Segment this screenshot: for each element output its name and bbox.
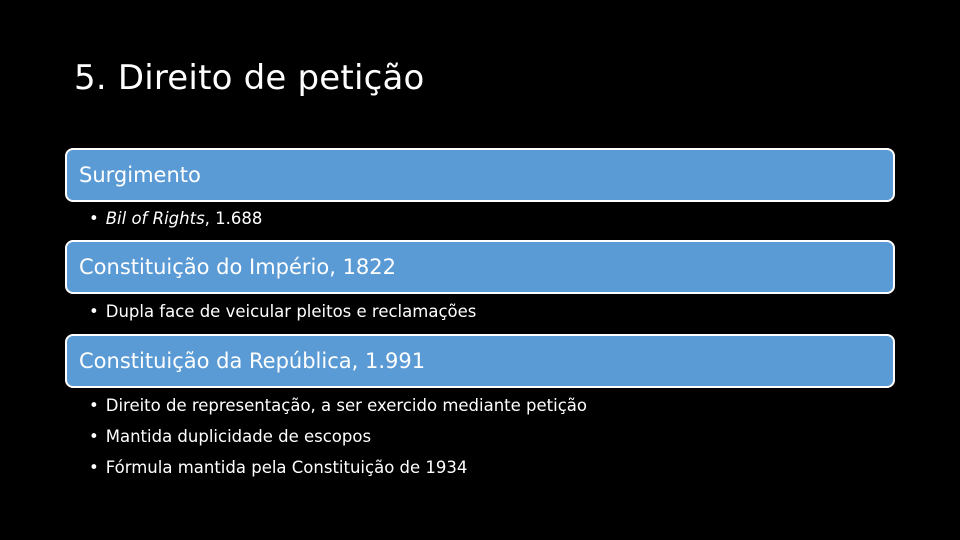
slide-title: 5. Direito de petição <box>74 58 425 98</box>
bullet-list: • Dupla face de veicular pleitos e reclam… <box>65 296 895 327</box>
bullet-marker: • <box>89 458 99 477</box>
bullet-marker: • <box>89 427 99 446</box>
section-surgimento: Surgimento • Bil of Rights, 1.688 <box>65 148 895 234</box>
bullet-item: • Bil of Rights, 1.688 <box>89 203 895 234</box>
bullet-list: • Direito de representação, a ser exercid… <box>65 390 895 483</box>
section-header: Constituição do Império, 1822 <box>65 240 895 294</box>
bullet-item: • Direito de representação, a ser exercid… <box>89 390 895 421</box>
bullet-text: Dupla face de veicular pleitos e reclama… <box>105 302 477 321</box>
bullet-text: Mantida duplicidade de escopos <box>105 427 372 446</box>
bullet-text: , 1.688 <box>204 209 263 228</box>
bullet-list: • Bil of Rights, 1.688 <box>65 203 895 234</box>
bullet-item: • Dupla face de veicular pleitos e reclam… <box>89 296 895 327</box>
bullet-marker: • <box>89 302 99 321</box>
bullet-text: Direito de representação, a ser exercido… <box>105 396 587 415</box>
bullet-italic-text: Bil of Rights <box>105 209 205 228</box>
section-constituicao-imperio: Constituição do Império, 1822 • Dupla fac… <box>65 240 895 327</box>
section-constituicao-republica: Constituição da República, 1.991 • Direit… <box>65 334 895 483</box>
bullet-marker: • <box>89 396 99 415</box>
bullet-marker: • <box>89 209 99 228</box>
bullet-text: Fórmula mantida pela Constituição de 193… <box>105 458 468 477</box>
section-header: Constituição da República, 1.991 <box>65 334 895 388</box>
bullet-item: • Mantida duplicidade de escopos <box>89 421 895 452</box>
section-header: Surgimento <box>65 148 895 202</box>
bullet-item: • Fórmula mantida pela Constituição de 19… <box>89 452 895 483</box>
